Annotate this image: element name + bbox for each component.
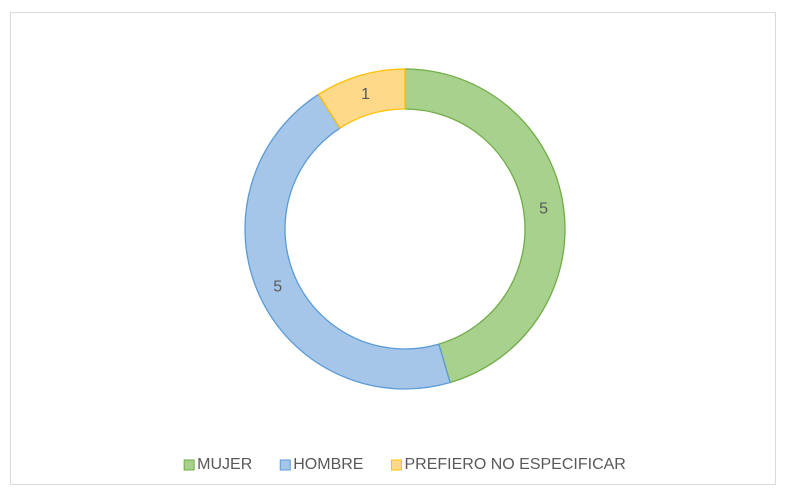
legend-label: MUJER [197, 456, 252, 473]
donut-segment [317, 68, 406, 129]
legend-marker [390, 459, 402, 471]
legend-label: PREFIERO NO ESPECIFICAR [404, 456, 625, 473]
legend-marker [279, 459, 291, 471]
data-label: 5 [539, 200, 548, 217]
donut-segment [244, 93, 451, 390]
legend-label: HOMBRE [293, 456, 363, 473]
data-label: 1 [361, 86, 370, 103]
donut-segment [404, 68, 566, 384]
legend-marker [183, 459, 195, 471]
data-label: 5 [273, 278, 282, 295]
